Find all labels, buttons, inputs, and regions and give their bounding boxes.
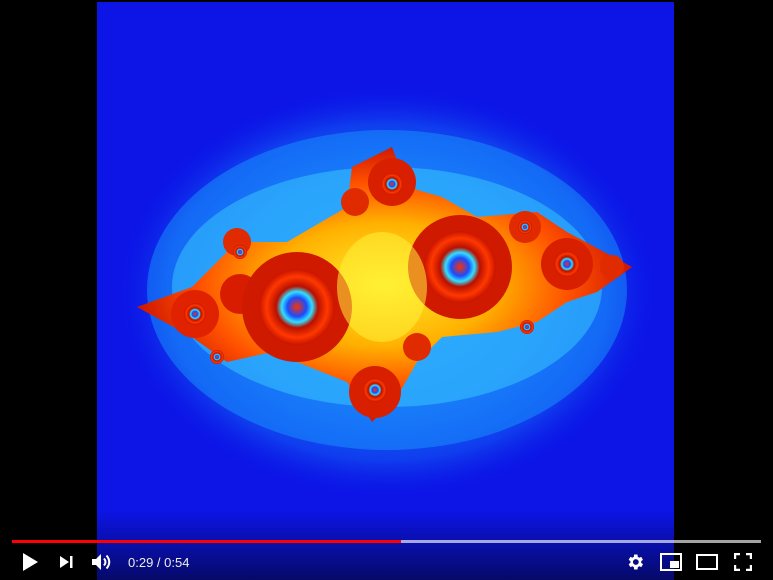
duration: 0:54 xyxy=(164,554,190,570)
fullscreen-button[interactable] xyxy=(725,545,761,579)
volume-button[interactable] xyxy=(84,545,120,579)
progress-played xyxy=(12,540,402,543)
current-time: 0:29 xyxy=(128,554,154,570)
video-frame[interactable] xyxy=(97,2,674,580)
miniplayer-icon xyxy=(660,553,682,571)
play-button[interactable] xyxy=(12,545,48,579)
next-button[interactable] xyxy=(48,545,84,579)
fractal-video-image xyxy=(112,82,662,502)
fullscreen-icon xyxy=(734,553,752,571)
control-bar: 0:29 / 0:54 xyxy=(12,545,761,579)
settings-button[interactable] xyxy=(617,545,653,579)
next-icon xyxy=(60,556,73,568)
time-separator: / xyxy=(153,554,165,570)
gear-icon xyxy=(628,554,643,570)
theater-mode-icon xyxy=(696,554,718,570)
time-display: 0:29 / 0:54 xyxy=(128,555,189,570)
miniplayer-button[interactable] xyxy=(653,545,689,579)
volume-icon xyxy=(92,554,111,570)
progress-bar[interactable] xyxy=(12,540,761,543)
theater-mode-button[interactable] xyxy=(689,545,725,579)
play-icon xyxy=(23,553,38,571)
